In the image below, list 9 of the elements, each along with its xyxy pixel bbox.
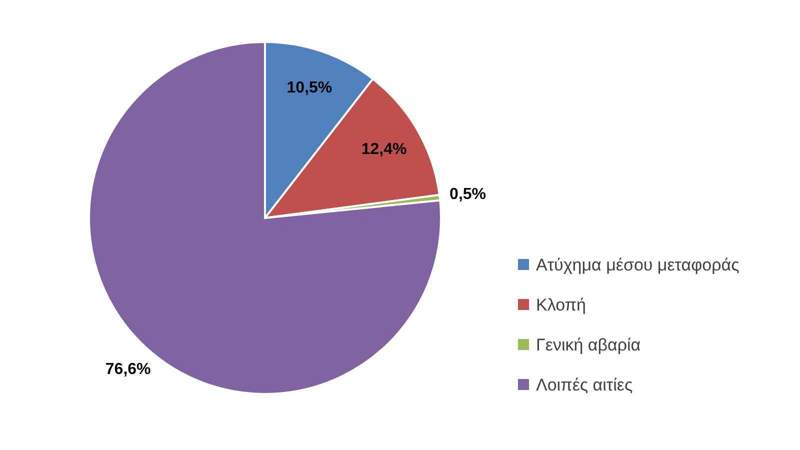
data-label: 10,5% bbox=[286, 80, 332, 97]
legend-label: Γενική αβαρία bbox=[536, 336, 641, 354]
legend-label: Λοιπές αιτίες bbox=[536, 376, 633, 394]
pie-slice bbox=[88, 41, 442, 395]
data-label: 12,4% bbox=[361, 141, 407, 158]
legend-label: Κλοπή bbox=[536, 296, 586, 314]
legend-label: Ατύχημα μέσου μεταφοράς bbox=[536, 256, 740, 274]
data-label: 0,5% bbox=[450, 186, 486, 203]
data-label: 76,6% bbox=[105, 360, 151, 378]
